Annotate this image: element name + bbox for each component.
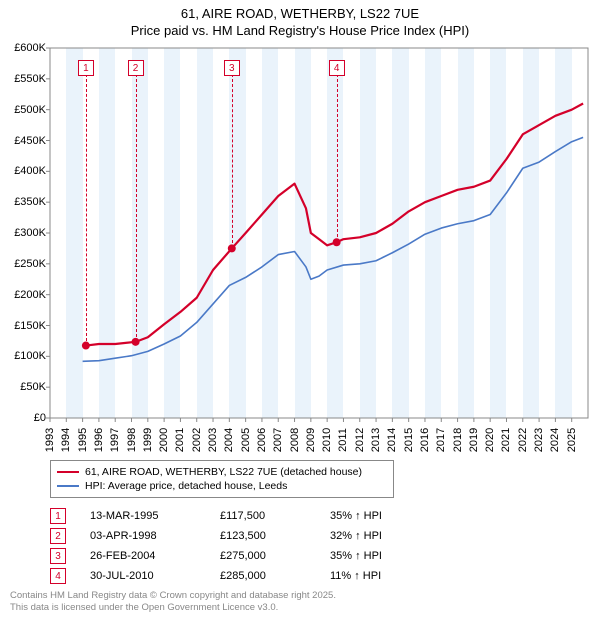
sale-pct: 11% ↑ HPI — [330, 570, 450, 582]
x-tick-label: 2012 — [354, 428, 366, 452]
y-tick-label: £0 — [34, 412, 46, 424]
x-tick-label: 2019 — [468, 428, 480, 452]
x-tick-label: 2002 — [191, 428, 203, 452]
x-tick-label: 2025 — [566, 428, 578, 452]
x-tick-label: 2009 — [305, 428, 317, 452]
x-tick-label: 2010 — [321, 428, 333, 452]
sale-pct: 32% ↑ HPI — [330, 530, 450, 542]
sale-date: 30-JUL-2010 — [90, 570, 220, 582]
x-tick-label: 2021 — [500, 428, 512, 452]
y-tick-label: £500K — [14, 104, 46, 116]
sale-annotation-marker: 4 — [329, 60, 345, 76]
y-tick-label: £400K — [14, 165, 46, 177]
x-tick-label: 1998 — [126, 428, 138, 452]
chart-container: 61, AIRE ROAD, WETHERBY, LS22 7UE Price … — [0, 0, 600, 620]
sale-date: 03-APR-1998 — [90, 530, 220, 542]
x-tick-label: 2007 — [272, 428, 284, 452]
x-tick-label: 2006 — [256, 428, 268, 452]
title-line-1: 61, AIRE ROAD, WETHERBY, LS22 7UE — [0, 6, 600, 23]
y-tick-label: £250K — [14, 258, 46, 270]
x-tick-label: 2003 — [207, 428, 219, 452]
sale-pct: 35% ↑ HPI — [330, 550, 450, 562]
y-tick-label: £350K — [14, 196, 46, 208]
x-tick-label: 2016 — [419, 428, 431, 452]
sale-date: 13-MAR-1995 — [90, 510, 220, 522]
legend-swatch-price-paid — [57, 471, 79, 473]
sale-pct: 35% ↑ HPI — [330, 510, 450, 522]
title-line-2: Price paid vs. HM Land Registry's House … — [0, 23, 600, 40]
y-tick-label: £50K — [20, 381, 46, 393]
sales-row: 2 03-APR-1998 £123,500 32% ↑ HPI — [50, 526, 450, 546]
y-tick-label: £150K — [14, 320, 46, 332]
sale-dash-line — [232, 74, 233, 248]
footer: Contains HM Land Registry data © Crown c… — [10, 590, 336, 614]
sale-annotation-marker: 2 — [128, 60, 144, 76]
x-tick-label: 2008 — [289, 428, 301, 452]
sale-annotation-marker: 3 — [224, 60, 240, 76]
legend-label-price-paid: 61, AIRE ROAD, WETHERBY, LS22 7UE (detac… — [85, 466, 362, 478]
x-tick-label: 1996 — [93, 428, 105, 452]
y-tick-label: £550K — [14, 73, 46, 85]
sale-annotation-marker: 1 — [78, 60, 94, 76]
x-tick-label: 2004 — [223, 428, 235, 452]
plot-area: £0£50K£100K£150K£200K£250K£300K£350K£400… — [50, 48, 588, 418]
sale-price: £285,000 — [220, 570, 330, 582]
x-tick-label: 2014 — [386, 428, 398, 452]
sales-row: 3 26-FEB-2004 £275,000 35% ↑ HPI — [50, 546, 450, 566]
x-tick-label: 2013 — [370, 428, 382, 452]
chart-svg — [50, 48, 588, 418]
x-tick-label: 2023 — [533, 428, 545, 452]
y-tick-label: £300K — [14, 227, 46, 239]
footer-line-1: Contains HM Land Registry data © Crown c… — [10, 590, 336, 602]
sale-price: £275,000 — [220, 550, 330, 562]
sale-marker-1: 1 — [50, 508, 66, 524]
sales-row: 4 30-JUL-2010 £285,000 11% ↑ HPI — [50, 566, 450, 586]
x-tick-label: 2018 — [452, 428, 464, 452]
x-tick-label: 1997 — [109, 428, 121, 452]
x-tick-label: 2001 — [174, 428, 186, 452]
x-tick-label: 2022 — [517, 428, 529, 452]
y-tick-label: £200K — [14, 289, 46, 301]
x-tick-label: 2020 — [484, 428, 496, 452]
y-tick-label: £450K — [14, 135, 46, 147]
chart-title: 61, AIRE ROAD, WETHERBY, LS22 7UE Price … — [0, 0, 600, 40]
sale-price: £123,500 — [220, 530, 330, 542]
legend-label-hpi: HPI: Average price, detached house, Leed… — [85, 480, 287, 492]
x-tick-label: 2024 — [549, 428, 561, 452]
x-tick-label: 2015 — [403, 428, 415, 452]
x-tick-label: 2005 — [240, 428, 252, 452]
y-tick-label: £100K — [14, 350, 46, 362]
x-tick-label: 1993 — [44, 428, 56, 452]
y-tick-label: £600K — [14, 42, 46, 54]
legend-item-hpi: HPI: Average price, detached house, Leed… — [57, 479, 387, 493]
sale-marker-4: 4 — [50, 568, 66, 584]
legend: 61, AIRE ROAD, WETHERBY, LS22 7UE (detac… — [50, 460, 394, 498]
x-tick-label: 1999 — [142, 428, 154, 452]
x-tick-label: 1994 — [60, 428, 72, 452]
sale-price: £117,500 — [220, 510, 330, 522]
x-tick-label: 2000 — [158, 428, 170, 452]
sale-marker-2: 2 — [50, 528, 66, 544]
sales-table: 1 13-MAR-1995 £117,500 35% ↑ HPI 2 03-AP… — [50, 506, 450, 586]
x-tick-label: 1995 — [77, 428, 89, 452]
footer-line-2: This data is licensed under the Open Gov… — [10, 602, 336, 614]
sale-dash-line — [337, 74, 338, 242]
x-tick-label: 2011 — [337, 428, 349, 452]
legend-swatch-hpi — [57, 485, 79, 487]
sale-dash-line — [136, 74, 137, 342]
legend-item-price-paid: 61, AIRE ROAD, WETHERBY, LS22 7UE (detac… — [57, 465, 387, 479]
sale-date: 26-FEB-2004 — [90, 550, 220, 562]
x-tick-label: 2017 — [435, 428, 447, 452]
sale-marker-3: 3 — [50, 548, 66, 564]
sales-row: 1 13-MAR-1995 £117,500 35% ↑ HPI — [50, 506, 450, 526]
sale-dash-line — [86, 74, 87, 346]
